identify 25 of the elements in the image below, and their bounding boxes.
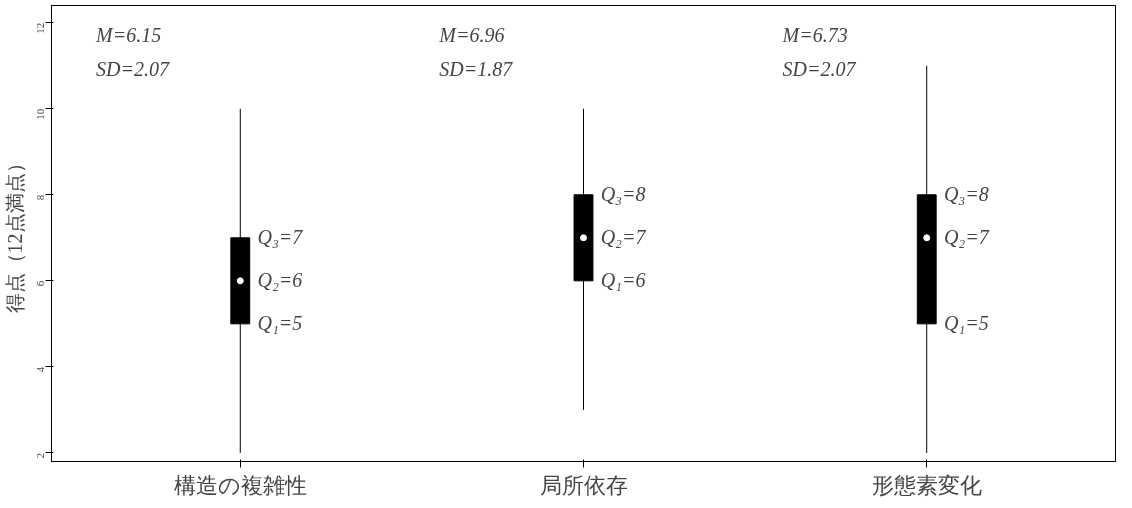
annotation: M=6.96 bbox=[438, 23, 505, 46]
annotation: Q₂=7 bbox=[943, 225, 990, 248]
y-tick-label: 8 bbox=[34, 194, 46, 201]
annotation: Q₁=5 bbox=[943, 311, 989, 334]
y-tick-label: 4 bbox=[34, 366, 46, 373]
annotation: Q₂=6 bbox=[257, 268, 303, 291]
y-tick-label: 6 bbox=[34, 280, 46, 287]
annotation: Q₁=5 bbox=[257, 311, 303, 334]
y-tick-label: 2 bbox=[34, 452, 46, 459]
annotation: SD=2.07 bbox=[96, 57, 171, 80]
y-tick-label: 10 bbox=[34, 108, 46, 120]
annotation: Q₁=6 bbox=[600, 268, 646, 291]
annotation: M=6.15 bbox=[95, 23, 162, 46]
annotation: SD=1.87 bbox=[439, 57, 514, 80]
annotation: M=6.73 bbox=[781, 23, 848, 46]
x-tick-label: 構造の複雑性 bbox=[173, 472, 307, 498]
annotation: Q₂=7 bbox=[600, 225, 647, 248]
annotation: Q₃=7 bbox=[257, 225, 304, 248]
annotation: SD=2.07 bbox=[782, 57, 857, 80]
annotation: Q₃=8 bbox=[943, 182, 989, 205]
x-tick-label: 局所依存 bbox=[539, 472, 628, 498]
x-tick-label: 形態素変化 bbox=[871, 472, 982, 498]
annotation: Q₃=8 bbox=[600, 182, 646, 205]
y-tick-label: 12 bbox=[34, 22, 46, 34]
y-axis-title: 得点（12点満点） bbox=[3, 153, 26, 314]
